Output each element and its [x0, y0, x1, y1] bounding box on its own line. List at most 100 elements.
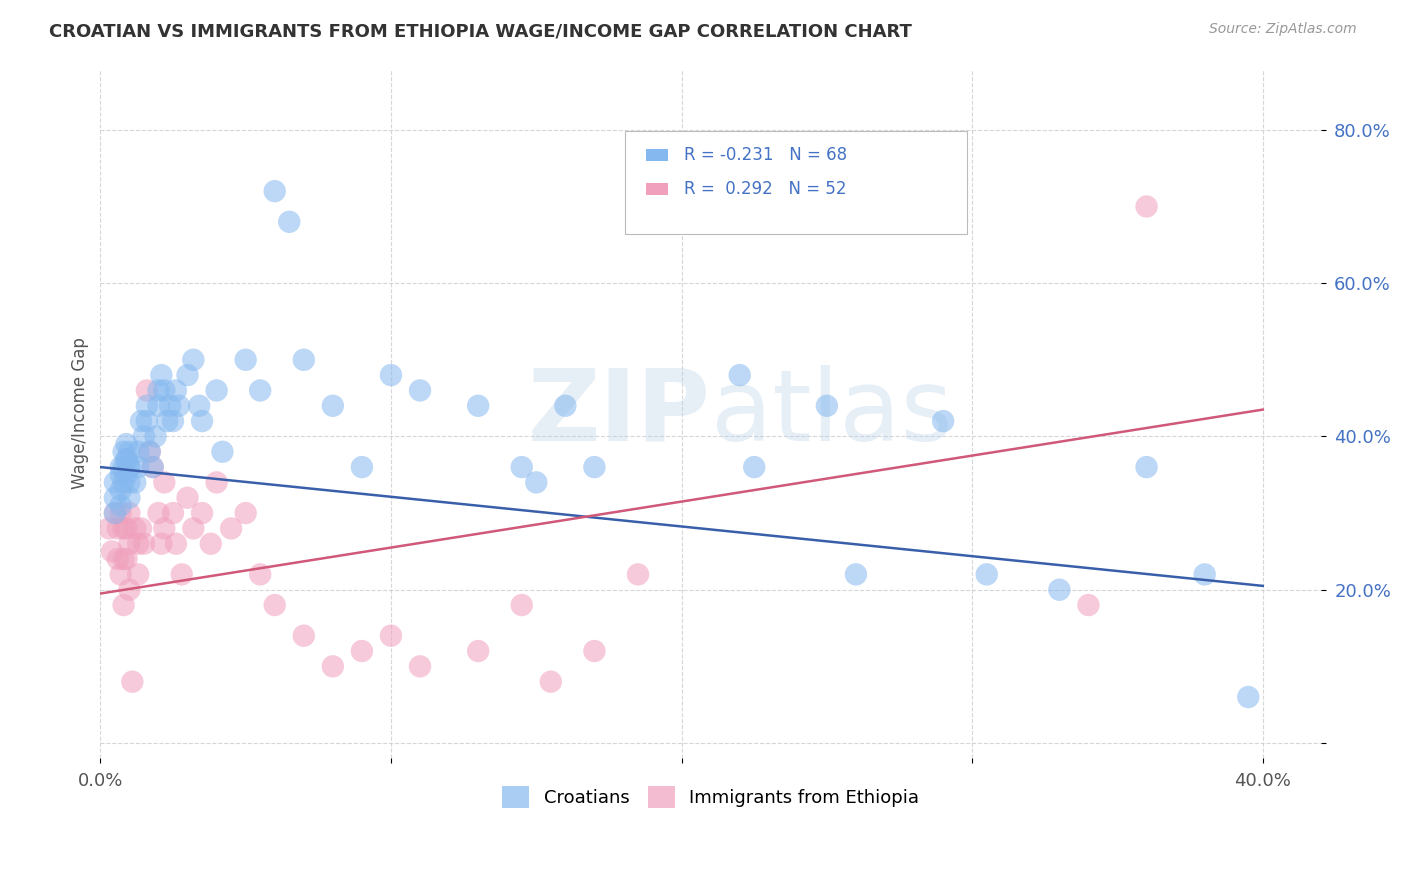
Point	[142, 460, 165, 475]
Point	[380, 629, 402, 643]
Point	[183, 521, 205, 535]
Point	[112, 444, 135, 458]
Point	[127, 537, 149, 551]
Point	[165, 384, 187, 398]
Point	[278, 215, 301, 229]
Point	[142, 460, 165, 475]
Point	[583, 460, 606, 475]
Point	[132, 537, 155, 551]
FancyBboxPatch shape	[645, 183, 668, 195]
Legend: Croatians, Immigrants from Ethiopia: Croatians, Immigrants from Ethiopia	[495, 779, 927, 815]
Point	[104, 506, 127, 520]
Point	[118, 506, 141, 520]
Point	[115, 437, 138, 451]
Point	[118, 460, 141, 475]
Point	[176, 491, 198, 505]
Point	[815, 399, 838, 413]
Point	[200, 537, 222, 551]
Point	[1135, 199, 1157, 213]
Point	[627, 567, 650, 582]
FancyBboxPatch shape	[645, 149, 668, 161]
Point	[409, 384, 432, 398]
FancyBboxPatch shape	[626, 130, 967, 234]
Point	[1135, 460, 1157, 475]
Point	[148, 384, 170, 398]
Point	[150, 368, 173, 383]
Text: CROATIAN VS IMMIGRANTS FROM ETHIOPIA WAGE/INCOME GAP CORRELATION CHART: CROATIAN VS IMMIGRANTS FROM ETHIOPIA WAG…	[49, 22, 912, 40]
Point	[188, 399, 211, 413]
Point	[104, 475, 127, 490]
Point	[145, 429, 167, 443]
Point	[183, 352, 205, 367]
Point	[205, 384, 228, 398]
Point	[191, 506, 214, 520]
Point	[742, 460, 765, 475]
Point	[932, 414, 955, 428]
Point	[110, 567, 132, 582]
Point	[176, 368, 198, 383]
Point	[115, 452, 138, 467]
Point	[118, 444, 141, 458]
Point	[153, 384, 176, 398]
Point	[110, 467, 132, 482]
Point	[170, 567, 193, 582]
Point	[118, 475, 141, 490]
Point	[1194, 567, 1216, 582]
Point	[121, 674, 143, 689]
Point	[1237, 690, 1260, 704]
Point	[191, 414, 214, 428]
Text: atlas: atlas	[710, 365, 952, 462]
Point	[292, 352, 315, 367]
Point	[104, 506, 127, 520]
Point	[409, 659, 432, 673]
Point	[322, 659, 344, 673]
Point	[115, 521, 138, 535]
Point	[139, 444, 162, 458]
Point	[118, 460, 141, 475]
Point	[139, 444, 162, 458]
Point	[110, 483, 132, 497]
Point	[129, 521, 152, 535]
Point	[728, 368, 751, 383]
Text: Source: ZipAtlas.com: Source: ZipAtlas.com	[1209, 22, 1357, 37]
Point	[135, 399, 157, 413]
Point	[127, 460, 149, 475]
Point	[380, 368, 402, 383]
Point	[976, 567, 998, 582]
Point	[124, 521, 146, 535]
Point	[167, 399, 190, 413]
Point	[115, 452, 138, 467]
Point	[135, 384, 157, 398]
Point	[101, 544, 124, 558]
Point	[350, 644, 373, 658]
Point	[162, 414, 184, 428]
Point	[211, 444, 233, 458]
Point	[524, 475, 547, 490]
Point	[132, 429, 155, 443]
Point	[115, 467, 138, 482]
Point	[135, 414, 157, 428]
Text: R = -0.231   N = 68: R = -0.231 N = 68	[683, 145, 846, 164]
Point	[1077, 598, 1099, 612]
Point	[263, 598, 285, 612]
Point	[583, 644, 606, 658]
Point	[112, 521, 135, 535]
Point	[112, 475, 135, 490]
Point	[104, 491, 127, 505]
Point	[467, 644, 489, 658]
Point	[148, 506, 170, 520]
Point	[127, 567, 149, 582]
Point	[153, 521, 176, 535]
Point	[235, 506, 257, 520]
Point	[165, 537, 187, 551]
Point	[554, 399, 576, 413]
Point	[510, 460, 533, 475]
Point	[162, 506, 184, 520]
Point	[263, 184, 285, 198]
Point	[219, 521, 242, 535]
Point	[127, 444, 149, 458]
Point	[110, 499, 132, 513]
Point	[159, 399, 181, 413]
Point	[107, 552, 129, 566]
Point	[322, 399, 344, 413]
